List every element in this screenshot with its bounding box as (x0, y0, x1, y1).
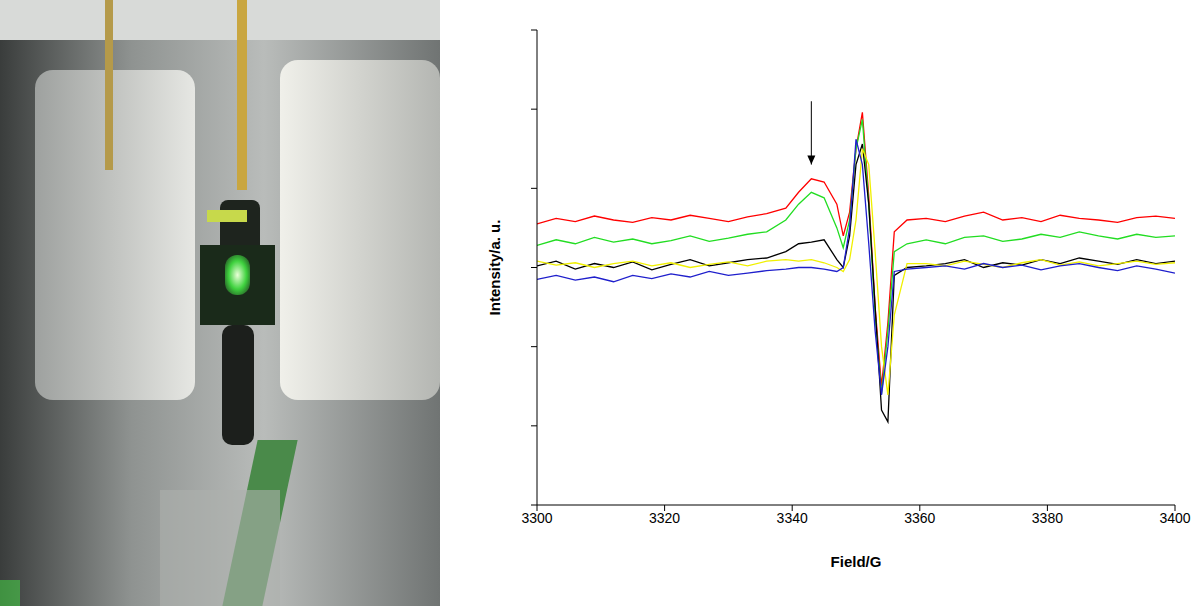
svg-text:3400: 3400 (1159, 510, 1190, 526)
svg-text:3340: 3340 (777, 510, 808, 526)
svg-text:Intensity/a. u.: Intensity/a. u. (486, 220, 503, 316)
svg-text:3300: 3300 (521, 510, 552, 526)
svg-text:Field/G: Field/G (831, 553, 882, 570)
svg-text:3380: 3380 (1032, 510, 1063, 526)
svg-text:3320: 3320 (649, 510, 680, 526)
svg-text:3360: 3360 (904, 510, 935, 526)
